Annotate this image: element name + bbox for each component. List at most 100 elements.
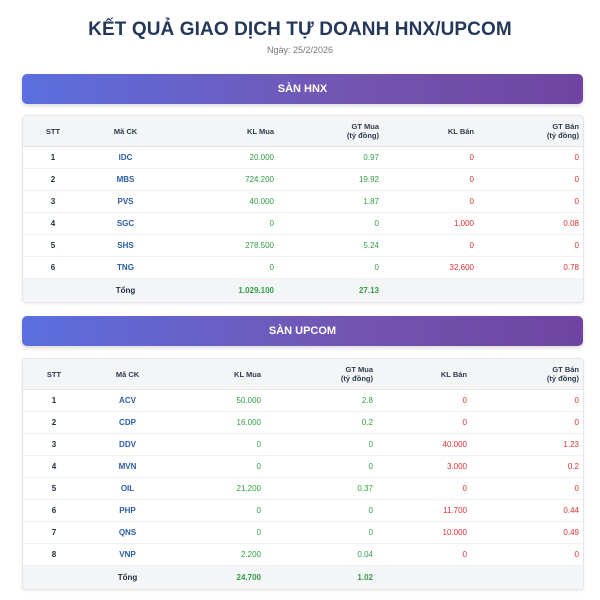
gt-mua-value: 0.2 — [361, 418, 373, 427]
stock-code[interactable]: OIL — [120, 484, 135, 493]
page-title: KẾT QUẢ GIAO DỊCH TỰ DOANH HNX/UPCOM — [88, 19, 512, 40]
stock-code[interactable]: ACV — [119, 396, 136, 405]
header-kl-ban: KL Bán — [447, 126, 474, 136]
row-stt: 1 — [51, 396, 57, 405]
total-row: Tổng 1.029.100 27.13 — [23, 279, 583, 302]
total-kl-mua: 1.029.100 — [238, 286, 274, 295]
stock-code[interactable]: PHP — [119, 506, 136, 515]
table-row: 1 IDC 20.000 0.97 0 0 — [23, 147, 583, 169]
row-stt: 2 — [51, 418, 57, 427]
kl-ban-value: 0 — [469, 241, 474, 250]
stock-code[interactable]: SGC — [116, 219, 135, 228]
stock-code[interactable]: TNG — [117, 263, 134, 272]
row-stt: 5 — [50, 241, 56, 250]
kl-mua-value: 0 — [256, 506, 261, 515]
hnx-table: STT Mã CK KL Mua GT Mua (tỷ đồng) KL Bán … — [22, 115, 584, 303]
kl-ban-value: 10.000 — [442, 528, 467, 537]
gt-mua-value: 0 — [368, 506, 373, 515]
total-label: Tổng — [115, 286, 136, 295]
gt-ban-value: 0.08 — [563, 219, 579, 228]
gt-ban-value: 0 — [574, 484, 579, 493]
table-header: STT Mã CK KL Mua GT Mua (tỷ đồng) KL Bán … — [23, 359, 583, 390]
stock-code[interactable]: PVS — [117, 197, 134, 206]
header-gt-mua: GT Mua (tỷ đồng) — [340, 365, 373, 383]
table-row: 6 TNG 0 0 32.600 0.78 — [23, 257, 583, 279]
kl-ban-value: 40.000 — [442, 440, 467, 449]
header-kl-mua: KL Mua — [234, 369, 261, 379]
gt-mua-value: 0 — [368, 440, 373, 449]
table-row: 2 CDP 16.000 0.2 0 0 — [23, 412, 583, 434]
stock-code[interactable]: VNP — [119, 550, 136, 559]
kl-mua-value: 0 — [256, 440, 261, 449]
upcom-table: STT Mã CK KL Mua GT Mua (tỷ đồng) KL Bán … — [22, 358, 584, 590]
row-stt: 6 — [50, 263, 56, 272]
kl-mua-value: 0 — [256, 462, 261, 471]
stock-code[interactable]: MVN — [118, 462, 137, 471]
gt-mua-value: 0.97 — [363, 153, 379, 162]
gt-ban-value: 0 — [574, 153, 579, 162]
total-label: Tổng — [117, 573, 138, 582]
header-stt: STT — [45, 126, 61, 136]
header-ma-ck: Mã CK — [115, 369, 140, 379]
header-stt: STT — [46, 369, 62, 379]
table-row: 2 MBS 724.200 19.92 0 0 — [23, 169, 583, 191]
row-stt: 7 — [51, 528, 57, 537]
gt-ban-value: 0.2 — [567, 462, 579, 471]
kl-mua-value: 21.200 — [236, 484, 261, 493]
kl-mua-value: 0 — [256, 528, 261, 537]
stock-code[interactable]: CDP — [119, 418, 136, 427]
kl-mua-value: 2.200 — [240, 550, 261, 559]
stock-code[interactable]: MBS — [116, 175, 135, 184]
gt-ban-value: 0.49 — [563, 528, 579, 537]
kl-ban-value: 0 — [462, 396, 467, 405]
gt-ban-value: 0 — [574, 175, 579, 184]
stock-code[interactable]: QNS — [118, 528, 137, 537]
row-stt: 2 — [50, 175, 56, 184]
table-row: 3 PVS 40.000 1.87 0 0 — [23, 191, 583, 213]
gt-ban-value: 0.78 — [563, 263, 579, 272]
kl-mua-value: 40.000 — [249, 197, 274, 206]
kl-ban-value: 0 — [462, 418, 467, 427]
row-stt: 3 — [50, 197, 56, 206]
header-kl-mua: KL Mua — [247, 126, 274, 136]
gt-mua-value: 0.37 — [357, 484, 373, 493]
stock-code[interactable]: IDC — [118, 153, 133, 162]
table-row: 8 VNP 2.200 0.04 0 0 — [23, 544, 583, 566]
row-stt: 6 — [51, 506, 57, 515]
table-row: 5 SHS 278.500 5.24 0 0 — [23, 235, 583, 257]
gt-ban-value: 0 — [574, 550, 579, 559]
kl-ban-value: 0 — [462, 550, 467, 559]
header-ma-ck: Mã CK — [113, 126, 138, 136]
report-date: Ngày: 25/2/2026 — [266, 45, 334, 55]
kl-ban-value: 0 — [462, 484, 467, 493]
header-gt-mua: GT Mua (tỷ đồng) — [346, 122, 379, 140]
gt-mua-value: 5.24 — [363, 241, 379, 250]
gt-ban-value: 1.23 — [563, 440, 579, 449]
table-row: 3 DDV 0 0 40.000 1.23 — [23, 434, 583, 456]
kl-mua-value: 278.500 — [245, 241, 274, 250]
gt-mua-value: 19.92 — [358, 175, 379, 184]
table-header: STT Mã CK KL Mua GT Mua (tỷ đồng) KL Bán … — [23, 116, 583, 147]
row-stt: 4 — [51, 462, 57, 471]
row-stt: 3 — [51, 440, 57, 449]
gt-mua-value: 0 — [368, 528, 373, 537]
stock-code[interactable]: DDV — [119, 440, 136, 449]
gt-mua-value: 0.04 — [357, 550, 373, 559]
gt-mua-value: 0 — [374, 263, 379, 272]
kl-ban-value: 0 — [469, 153, 474, 162]
upcom-section-banner: SÀN UPCOM — [22, 316, 583, 346]
table-row: 4 SGC 0 0 1.000 0.08 — [23, 213, 583, 235]
row-stt: 1 — [50, 153, 56, 162]
kl-mua-value: 20.000 — [249, 153, 274, 162]
kl-ban-value: 1.000 — [453, 219, 474, 228]
gt-ban-value: 0 — [574, 396, 579, 405]
kl-ban-value: 3.000 — [446, 462, 467, 471]
stock-code[interactable]: SHS — [117, 241, 134, 250]
gt-ban-value: 0 — [574, 241, 579, 250]
gt-ban-value: 0 — [574, 197, 579, 206]
kl-mua-value: 724.200 — [245, 175, 274, 184]
gt-mua-value: 2.8 — [361, 396, 373, 405]
gt-mua-value: 1.87 — [363, 197, 379, 206]
gt-mua-value: 0 — [374, 219, 379, 228]
kl-ban-value: 0 — [469, 197, 474, 206]
